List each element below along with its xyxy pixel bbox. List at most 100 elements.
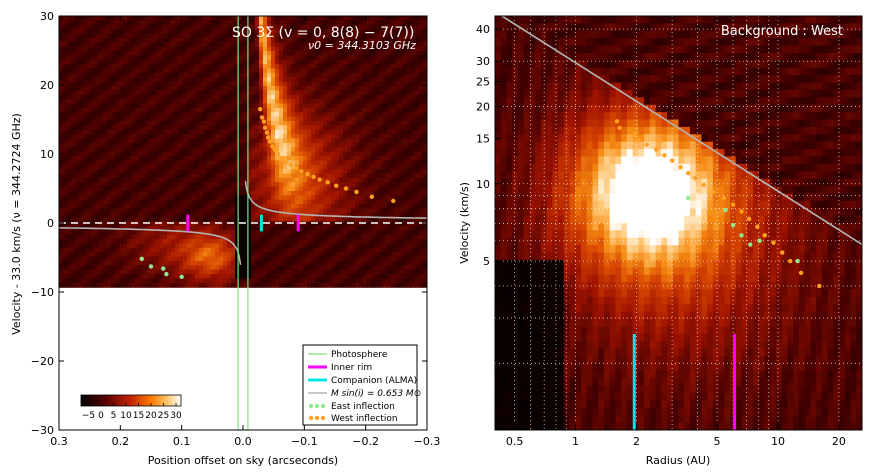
left-heatmap-cell <box>219 55 224 61</box>
left-heatmap-cell <box>175 234 180 240</box>
left-heatmap-cell <box>299 151 304 157</box>
left-heatmap-cell <box>375 269 380 275</box>
left-heatmap-cell <box>211 81 216 87</box>
left-heatmap-cell <box>119 177 124 183</box>
left-heatmap-cell <box>371 182 376 188</box>
left-heatmap-cell <box>315 199 320 205</box>
left-heatmap-cell <box>215 217 220 223</box>
left-heatmap-cell <box>347 55 352 61</box>
left-heatmap-cell <box>283 55 288 61</box>
left-heatmap-cell <box>355 129 360 135</box>
left-heatmap-cell <box>327 274 332 280</box>
left-heatmap-cell <box>251 169 256 175</box>
left-heatmap-cell <box>175 243 180 249</box>
left-heatmap-cell <box>123 260 128 266</box>
left-heatmap-cell <box>279 234 284 240</box>
left-heatmap-cell <box>87 274 92 280</box>
left-heatmap-cell <box>203 46 208 52</box>
left-heatmap-cell <box>347 204 352 210</box>
left-heatmap-cell <box>187 42 192 48</box>
left-heatmap-cell <box>283 247 288 253</box>
left-heatmap-cell <box>99 59 104 65</box>
left-heatmap-cell <box>283 59 288 65</box>
left-heatmap-cell <box>343 225 348 231</box>
left-heatmap-cell <box>163 274 168 280</box>
left-heatmap-cell <box>375 68 380 74</box>
left-heatmap-cell <box>171 256 176 262</box>
left-heatmap-cell <box>183 103 188 109</box>
left-heatmap-cell <box>279 265 284 271</box>
left-heatmap-cell <box>279 160 284 166</box>
left-heatmap-cell <box>143 64 148 70</box>
left-heatmap-cell <box>191 90 196 96</box>
left-heatmap-cell <box>307 99 312 105</box>
left-heatmap-cell <box>267 125 272 131</box>
left-heatmap-cell <box>99 155 104 161</box>
left-heatmap-cell <box>303 81 308 87</box>
left-heatmap-cell <box>347 173 352 179</box>
left-heatmap-cell <box>359 85 364 91</box>
left-heatmap-cell <box>363 204 368 210</box>
left-heatmap-cell <box>71 282 76 288</box>
left-heatmap-cell <box>275 142 280 148</box>
left-heatmap-cell <box>243 265 248 271</box>
left-heatmap-cell <box>151 199 156 205</box>
left-heatmap-cell <box>107 252 112 258</box>
left-heatmap-cell <box>195 112 200 118</box>
left-heatmap-cell <box>367 20 372 26</box>
left-heatmap-cell <box>119 160 124 166</box>
left-heatmap-cell <box>191 234 196 240</box>
left-heatmap-cell <box>223 243 228 249</box>
left-heatmap-cell <box>203 37 208 43</box>
left-heatmap-cell <box>191 182 196 188</box>
left-heatmap-cell <box>119 46 124 52</box>
left-heatmap-cell <box>327 265 332 271</box>
left-heatmap-cell <box>107 177 112 183</box>
left-heatmap-cell <box>235 164 240 170</box>
left-heatmap-cell <box>63 217 68 223</box>
left-heatmap-cell <box>351 204 356 210</box>
left-heatmap-cell <box>215 120 220 126</box>
left-heatmap-cell <box>351 164 356 170</box>
left-heatmap-cell <box>327 125 332 131</box>
left-heatmap-cell <box>319 59 324 65</box>
left-heatmap-cell <box>371 16 376 21</box>
left-heatmap-cell <box>143 103 148 109</box>
left-heatmap-cell <box>91 265 96 271</box>
left-heatmap-cell <box>335 186 340 192</box>
left-heatmap-cell <box>95 142 100 148</box>
left-heatmap-cell <box>111 199 116 205</box>
left-heatmap-cell <box>263 208 268 214</box>
left-heatmap-cell <box>155 260 160 266</box>
left-heatmap-cell <box>355 278 360 284</box>
left-heatmap-cell <box>271 173 276 179</box>
left-heatmap-cell <box>151 208 156 214</box>
left-heatmap-cell <box>331 225 336 231</box>
left-heatmap-cell <box>119 217 124 223</box>
left-heatmap-cell <box>271 116 276 122</box>
left-heatmap-cell <box>99 94 104 100</box>
left-heatmap-cell <box>99 81 104 87</box>
left-heatmap-cell <box>211 94 216 100</box>
left-heatmap-cell <box>219 46 224 52</box>
left-heatmap-cell <box>183 234 188 240</box>
left-heatmap-cell <box>247 208 252 214</box>
left-heatmap-cell <box>59 134 64 140</box>
left-heatmap-cell <box>287 64 292 70</box>
left-heatmap-cell <box>275 77 280 83</box>
left-heatmap-cell <box>75 204 80 210</box>
left-heatmap-cell <box>115 37 120 43</box>
left-heatmap-cell <box>307 103 312 109</box>
left-heatmap-cell <box>303 68 308 74</box>
left-heatmap-cell <box>227 99 232 105</box>
left-heatmap-cell <box>207 269 212 275</box>
left-heatmap-cell <box>79 190 84 196</box>
left-heatmap-cell <box>143 195 148 201</box>
left-heatmap-cell <box>79 212 84 218</box>
left-heatmap-cell <box>247 103 252 109</box>
left-heatmap-cell <box>187 147 192 153</box>
left-heatmap-cell <box>143 24 148 30</box>
left-heatmap-cell <box>87 116 92 122</box>
left-heatmap-cell <box>135 177 140 183</box>
left-heatmap-cell <box>303 29 308 35</box>
